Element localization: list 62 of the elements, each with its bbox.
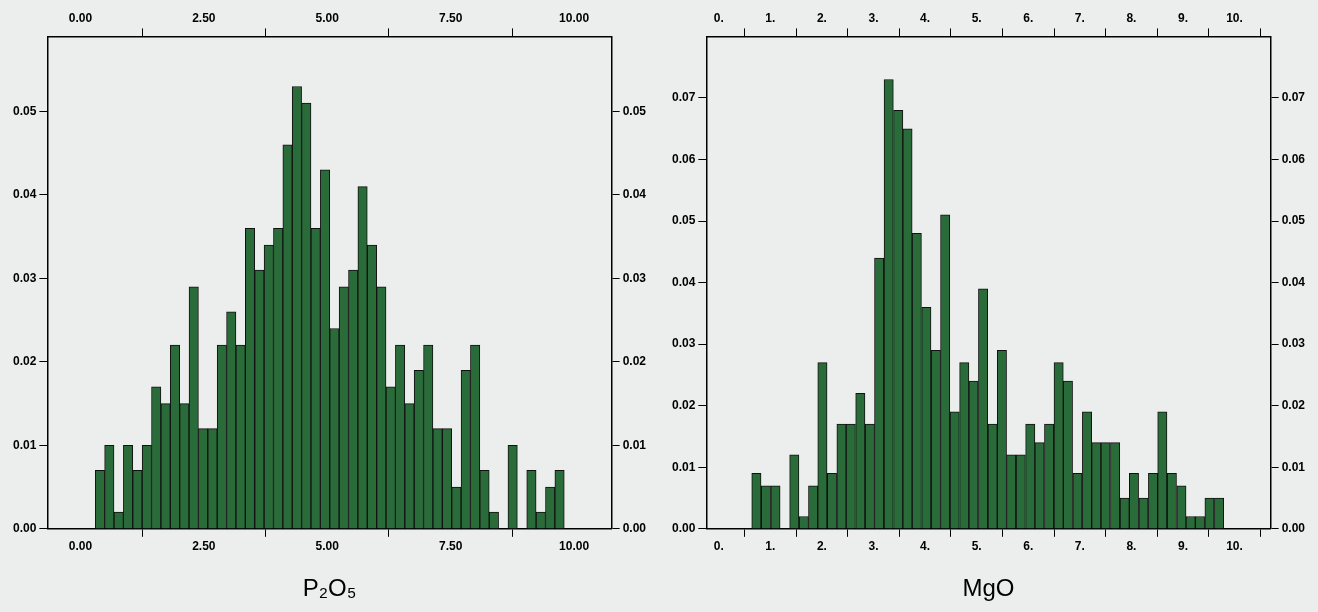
x-tick-label: 2.50 <box>192 539 216 554</box>
x-tick-label: 3. <box>868 539 879 554</box>
y-tick-label: 0.07 <box>672 90 696 105</box>
y-tick-label: 0.03 <box>13 270 37 285</box>
y-tick-label: 0.04 <box>13 187 37 202</box>
x2-tick-label: 10. <box>1226 10 1243 25</box>
x2-tick-label: 0.00 <box>68 10 93 25</box>
x-tick-label: 0. <box>713 539 724 554</box>
x2-tick-label: 9. <box>1177 10 1188 25</box>
x2-tick-label: 2. <box>816 10 827 25</box>
x-axis-title: MgO <box>962 574 1015 602</box>
y2-tick-label: 0.04 <box>1281 274 1306 289</box>
x-tick-label: 7.50 <box>439 539 463 554</box>
x2-tick-label: 1. <box>765 10 776 25</box>
y2-tick-label: 0.00 <box>622 521 647 536</box>
x2-tick-label: 8. <box>1126 10 1137 25</box>
x-tick-label: 8. <box>1126 539 1137 554</box>
y2-tick-label: 0.00 <box>1281 521 1306 536</box>
y2-tick-label: 0.03 <box>622 270 647 285</box>
y-tick-label: 0.01 <box>13 437 37 452</box>
y2-tick-label: 0.01 <box>1281 459 1306 474</box>
x-tick-label: 1. <box>765 539 776 554</box>
y-tick-label: 0.02 <box>672 398 696 413</box>
x2-tick-label: 6. <box>1023 10 1034 25</box>
x-tick-label: 2. <box>816 539 827 554</box>
y2-tick-label: 0.02 <box>622 354 647 369</box>
x2-tick-label: 10.00 <box>559 10 590 25</box>
x2-tick-label: 3. <box>868 10 879 25</box>
x2-tick-label: 7. <box>1074 10 1085 25</box>
x2-tick-label: 5.00 <box>315 10 340 25</box>
y-tick-label: 0.03 <box>672 336 696 351</box>
x-tick-label: 5.00 <box>315 539 340 554</box>
y2-tick-label: 0.06 <box>1281 151 1306 166</box>
x-tick-label: 0.00 <box>68 539 93 554</box>
y-tick-label: 0.01 <box>672 459 696 474</box>
x-tick-label: 10.00 <box>559 539 590 554</box>
x-tick-label: 9. <box>1177 539 1188 554</box>
x-tick-label: 4. <box>920 539 931 554</box>
x-tick-label: 10. <box>1226 539 1243 554</box>
y2-tick-label: 0.03 <box>1281 336 1306 351</box>
y2-tick-label: 0.05 <box>1281 213 1306 228</box>
x2-tick-label: 4. <box>920 10 931 25</box>
x-tick-label: 7. <box>1074 539 1085 554</box>
x2-tick-label: 5. <box>971 10 982 25</box>
y2-tick-label: 0.07 <box>1281 90 1306 105</box>
y2-tick-label: 0.01 <box>622 437 647 452</box>
x-axis-title: P₂O₅ <box>302 574 357 602</box>
y2-tick-label: 0.04 <box>622 187 647 202</box>
y-tick-label: 0.05 <box>672 213 696 228</box>
x2-tick-label: 0. <box>713 10 724 25</box>
y-tick-label: 0.00 <box>672 521 696 536</box>
x-tick-label: 6. <box>1023 539 1034 554</box>
y-tick-label: 0.05 <box>13 103 37 118</box>
x2-tick-label: 7.50 <box>439 10 463 25</box>
y2-tick-label: 0.05 <box>622 103 647 118</box>
y-tick-label: 0.02 <box>13 354 37 369</box>
x-tick-label: 5. <box>971 539 982 554</box>
y2-tick-label: 0.02 <box>1281 398 1306 413</box>
y-tick-label: 0.00 <box>13 521 37 536</box>
x2-tick-label: 2.50 <box>192 10 216 25</box>
y-tick-label: 0.04 <box>672 274 696 289</box>
y-tick-label: 0.06 <box>672 151 696 166</box>
